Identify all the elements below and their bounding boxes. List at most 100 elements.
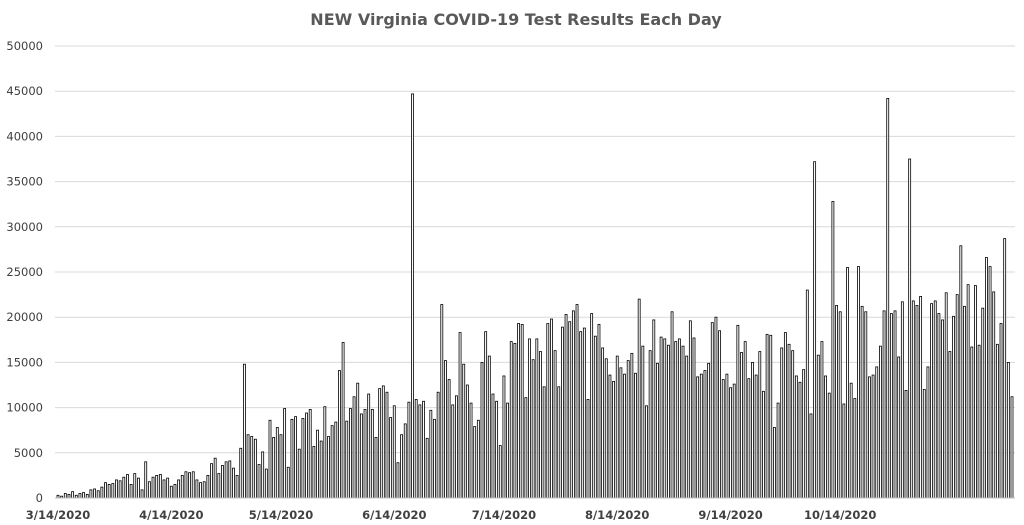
bar: [904, 390, 908, 499]
bar: [118, 480, 122, 499]
bar: [868, 376, 871, 499]
bar: [879, 345, 882, 499]
bar: [831, 201, 835, 499]
bar: [513, 343, 517, 499]
bar: [769, 334, 773, 499]
x-tick-label: 6/14/2020: [362, 508, 426, 522]
bar: [977, 344, 981, 499]
y-tick-label: 5000: [14, 446, 43, 460]
x-tick-label: 8/14/2020: [585, 508, 649, 522]
bar: [732, 383, 736, 499]
bar: [210, 463, 213, 499]
bar: [509, 341, 513, 499]
bar: [601, 347, 605, 499]
bar: [736, 324, 740, 499]
bar: [944, 292, 948, 499]
bar: [264, 468, 268, 499]
bar: [579, 331, 583, 499]
bar: [199, 482, 202, 499]
bar: [930, 303, 933, 499]
bar: [677, 338, 681, 499]
bar: [327, 436, 330, 499]
bar: [893, 310, 897, 499]
bar: [85, 493, 89, 499]
bar: [911, 300, 915, 499]
bar: [835, 305, 838, 499]
bar: [718, 330, 721, 499]
bar: [316, 429, 319, 499]
bar: [988, 266, 992, 499]
bar: [367, 393, 371, 499]
bar: [597, 324, 601, 499]
bar: [776, 402, 780, 499]
y-tick-label: 50000: [6, 39, 43, 53]
bar: [955, 294, 959, 499]
bar: [590, 313, 594, 499]
bar: [455, 395, 458, 499]
bar: [849, 382, 853, 499]
bar: [641, 345, 645, 499]
bar: [685, 355, 689, 499]
bar: [396, 462, 400, 499]
bar: [469, 402, 473, 499]
bar: [63, 493, 67, 499]
bar: [805, 289, 809, 499]
bar: [630, 352, 634, 499]
bar: [561, 326, 564, 499]
bar: [301, 418, 305, 499]
bar: [531, 359, 535, 499]
bar: [283, 408, 287, 499]
bar: [228, 460, 232, 499]
bar: [180, 474, 184, 499]
bar: [191, 471, 195, 499]
bar: [743, 341, 747, 499]
bar: [458, 332, 462, 499]
bar: [400, 434, 403, 499]
bar: [213, 457, 217, 499]
bar: [550, 318, 553, 499]
bars: [56, 93, 1014, 499]
bar: [941, 319, 944, 499]
bar: [937, 313, 941, 499]
bar: [206, 474, 210, 499]
bar: [754, 374, 758, 499]
bar: [626, 360, 630, 499]
y-tick-label: 20000: [6, 310, 43, 324]
x-tick-label: 4/14/2020: [139, 508, 203, 522]
bar: [615, 355, 619, 499]
bar: [948, 351, 952, 499]
bar: [239, 447, 243, 499]
bar: [436, 391, 440, 499]
bar: [915, 305, 919, 499]
bar: [963, 305, 966, 499]
bar: [634, 372, 637, 499]
bar: [487, 355, 491, 499]
bar: [688, 320, 692, 499]
bar: [794, 375, 798, 499]
bar: [235, 474, 239, 499]
bar: [338, 370, 341, 499]
bar: [604, 358, 608, 499]
bar: [933, 300, 937, 499]
bar: [158, 474, 162, 499]
bar: [765, 333, 769, 499]
bar: [816, 354, 820, 499]
bar: [995, 343, 999, 499]
y-tick-label: 45000: [6, 84, 43, 98]
bar: [133, 473, 137, 499]
bar: [999, 323, 1003, 499]
bar: [451, 404, 455, 499]
bar: [645, 405, 648, 499]
bar: [535, 338, 539, 499]
bar: [846, 267, 849, 499]
bar: [758, 351, 762, 499]
bar: [608, 374, 612, 499]
bar: [780, 347, 784, 499]
bar: [279, 434, 283, 499]
bar: [272, 437, 276, 499]
bar: [126, 474, 129, 499]
bar: [707, 362, 711, 499]
bar: [838, 311, 842, 499]
bar: [370, 409, 374, 499]
bar: [553, 350, 557, 499]
